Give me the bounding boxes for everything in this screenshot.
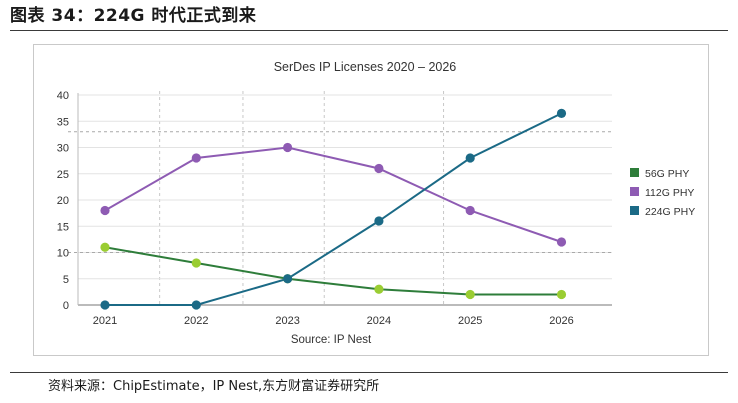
legend-swatch (630, 168, 639, 177)
legend-swatch (630, 206, 639, 215)
y-tick-label: 10 (57, 248, 69, 260)
series-points (100, 108, 567, 310)
data-point-112g-phy (283, 142, 293, 153)
data-point-224g-phy (374, 216, 384, 226)
data-point-224g-phy (283, 274, 293, 284)
data-point-56g-phy (191, 258, 201, 268)
legend-label: 56G PHY (645, 168, 689, 180)
y-tick-label: 30 (57, 143, 69, 155)
data-point-224g-phy (100, 300, 110, 310)
axes (77, 93, 612, 306)
x-tick-label: 2021 (93, 315, 117, 327)
x-tick-label: 2023 (275, 315, 299, 327)
y-tick-label: 25 (57, 169, 69, 181)
y-tick-label: 20 (57, 195, 69, 207)
data-point-56g-phy (556, 289, 567, 300)
y-tick-label: 5 (63, 274, 69, 286)
series-line-112g-phy (104, 146, 562, 243)
series-lines (104, 112, 562, 306)
series-line-56g-phy (104, 246, 562, 296)
chart-title: SerDes IP Licenses 2020 – 2026 (274, 60, 457, 74)
data-point-224g-phy (465, 153, 475, 163)
x-tick-label: 2025 (458, 315, 482, 327)
y-tick-label: 40 (57, 90, 69, 102)
vertical-gridlines (159, 91, 445, 305)
data-point-112g-phy (191, 153, 201, 163)
chart-source: Source: IP Nest (291, 334, 372, 346)
x-tick-label: 2026 (549, 315, 573, 327)
data-point-56g-phy (465, 289, 475, 300)
data-point-112g-phy (100, 205, 110, 216)
x-tick-label: 2024 (367, 315, 391, 327)
data-point-112g-phy (374, 163, 384, 174)
data-point-56g-phy (100, 242, 110, 252)
legend-label: 224G PHY (645, 206, 695, 218)
legend-swatch (630, 187, 639, 196)
chart-panel: 0 5 10 15 20 25 30 35 40 2021 2022 2023 2024 2025 2026… (33, 44, 709, 356)
y-tick-label: 15 (57, 221, 69, 233)
data-point-56g-phy (374, 284, 384, 294)
y-tick-label: 35 (57, 116, 69, 128)
y-tick-label: 0 (63, 300, 69, 312)
data-point-224g-phy (191, 300, 201, 310)
header-rule (10, 30, 728, 31)
source-note: 资料来源：ChipEstimate，IP Nest,东方财富证券研究所 (48, 379, 380, 394)
data-point-224g-phy (556, 108, 567, 118)
data-point-112g-phy (556, 237, 567, 247)
series-line-224g-phy (105, 112, 562, 306)
x-tick-label: 2022 (184, 315, 208, 327)
data-point-112g-phy (465, 205, 475, 216)
horizontal-gridlines (68, 94, 612, 306)
figure-title: 图表 34：224G 时代正式到来 (10, 6, 257, 26)
legend-label: 112G PHY (645, 187, 694, 199)
footer-rule (10, 372, 728, 373)
